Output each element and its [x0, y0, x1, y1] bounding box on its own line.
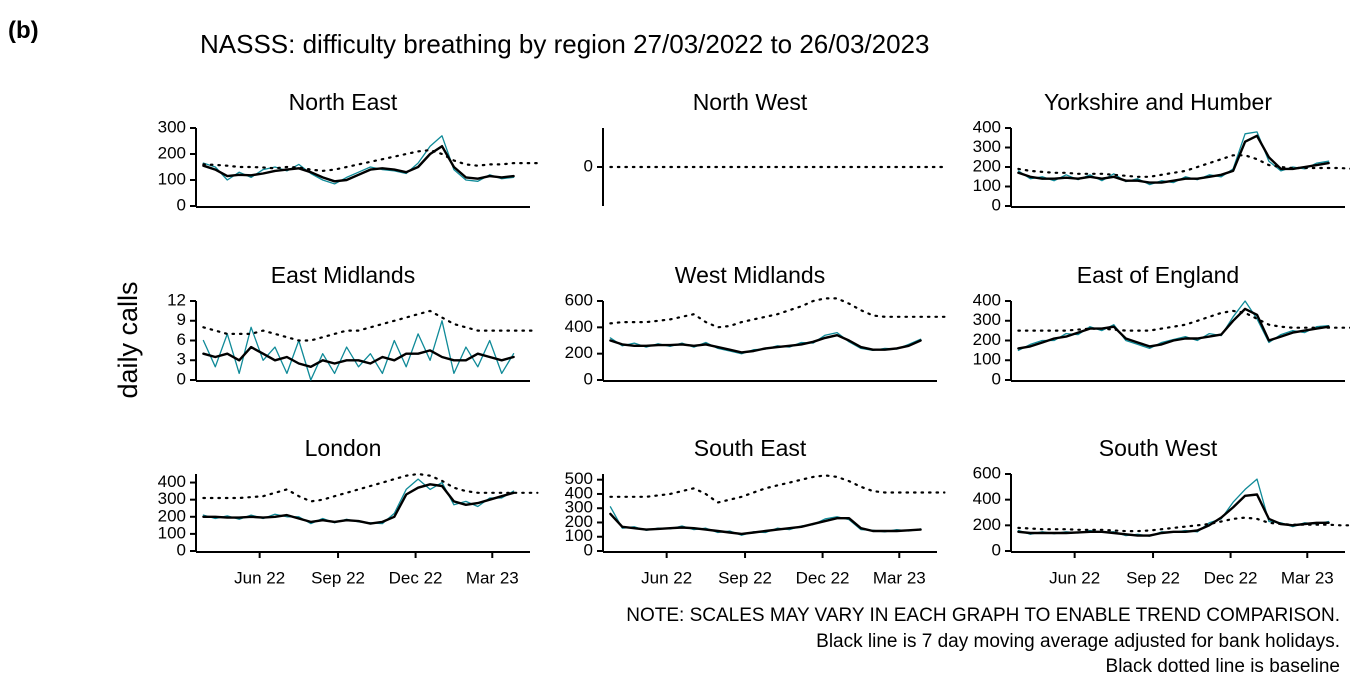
panel-title: London — [305, 435, 382, 461]
y-tick-label: 6 — [177, 330, 186, 349]
y-tick-label: 0 — [992, 195, 1001, 214]
series-line — [202, 145, 515, 183]
series-line — [1017, 300, 1330, 352]
y-tick-label: 300 — [565, 498, 593, 517]
y-tick-label: 200 — [565, 512, 593, 531]
x-tick-label: Sep 22 — [311, 568, 365, 587]
series-line — [609, 334, 922, 354]
panel-title: South West — [1099, 435, 1218, 461]
panel-title: South East — [694, 435, 807, 461]
series-line — [202, 309, 539, 342]
y-tick-label: 0 — [584, 369, 593, 388]
y-tick-label: 100 — [973, 350, 1001, 369]
series-line — [1017, 154, 1350, 178]
series-line — [202, 472, 539, 503]
series-line — [609, 474, 946, 504]
y-tick-label: 600 — [973, 463, 1001, 482]
y-tick-label: 0 — [584, 156, 593, 175]
y-tick-label: 400 — [565, 317, 593, 336]
series-line — [1017, 134, 1330, 184]
y-tick-label: 400 — [973, 117, 1001, 136]
x-tick-label: Mar 23 — [873, 568, 926, 587]
panel-title: North West — [693, 89, 808, 115]
y-tick-label: 12 — [167, 290, 186, 309]
y-tick-label: 400 — [973, 489, 1001, 508]
note: Black line is 7 day moving average adjus… — [816, 631, 1340, 652]
series-line — [202, 345, 515, 368]
y-tick-label: 300 — [158, 489, 186, 508]
x-tick-label: Sep 22 — [1126, 568, 1180, 587]
note: NOTE: SCALES MAY VARY IN EACH GRAPH TO E… — [626, 605, 1340, 626]
x-tick-label: Sep 22 — [718, 568, 772, 587]
series-line — [609, 512, 922, 536]
y-tick-label: 0 — [584, 540, 593, 559]
y-tick-label: 200 — [565, 343, 593, 362]
y-tick-label: 0 — [992, 369, 1001, 388]
series-line — [202, 149, 539, 172]
x-tick-label: Dec 22 — [1204, 568, 1258, 587]
panel-title: Yorkshire and Humber — [1044, 89, 1272, 115]
y-tick-label: 3 — [177, 350, 186, 369]
x-tick-label: Jun 22 — [234, 568, 285, 587]
figure-label: (b) — [8, 17, 39, 44]
y-tick-label: 600 — [565, 290, 593, 309]
y-tick-label: 300 — [973, 310, 1001, 329]
y-tick-label: 300 — [973, 137, 1001, 156]
y-tick-label: 100 — [158, 523, 186, 542]
x-tick-label: Jun 22 — [641, 568, 692, 587]
y-tick-label: 200 — [158, 506, 186, 525]
panel-title: North East — [289, 89, 398, 115]
y-tick-label: 200 — [158, 143, 186, 162]
y-tick-label: 100 — [158, 169, 186, 188]
note: Black dotted line is baseline — [1106, 656, 1340, 674]
series-line — [1017, 307, 1330, 350]
y-tick-label: 400 — [158, 472, 186, 491]
y-tick-label: 300 — [158, 117, 186, 136]
y-tick-label: 400 — [565, 483, 593, 502]
y-tick-label: 500 — [565, 469, 593, 488]
series-line — [202, 483, 515, 525]
y-axis-label: daily calls — [113, 281, 143, 398]
panel-title: East Midlands — [271, 262, 415, 288]
y-tick-label: 100 — [973, 176, 1001, 195]
series-line — [1017, 493, 1330, 537]
series-line — [1017, 478, 1330, 537]
series-line — [202, 320, 515, 381]
y-tick-label: 400 — [973, 290, 1001, 309]
x-tick-label: Dec 22 — [389, 568, 443, 587]
y-tick-label: 9 — [177, 310, 186, 329]
x-tick-label: Mar 23 — [466, 568, 519, 587]
series-line — [1017, 309, 1350, 332]
x-tick-label: Mar 23 — [1281, 568, 1334, 587]
panel-title: West Midlands — [675, 262, 825, 288]
y-tick-label: 100 — [565, 526, 593, 545]
y-tick-label: 0 — [177, 369, 186, 388]
y-tick-label: 0 — [177, 540, 186, 559]
y-tick-label: 0 — [992, 540, 1001, 559]
x-tick-label: Jun 22 — [1049, 568, 1100, 587]
y-tick-label: 200 — [973, 330, 1001, 349]
y-tick-label: 200 — [973, 156, 1001, 175]
series-line — [1017, 516, 1350, 533]
y-tick-label: 0 — [177, 195, 186, 214]
panel-title: East of England — [1077, 262, 1239, 288]
series-line — [1017, 131, 1330, 186]
series-line — [609, 297, 946, 329]
y-tick-label: 200 — [973, 515, 1001, 534]
figure-title: NASSS: difficulty breathing by region 27… — [200, 29, 929, 59]
x-tick-label: Dec 22 — [796, 568, 850, 587]
